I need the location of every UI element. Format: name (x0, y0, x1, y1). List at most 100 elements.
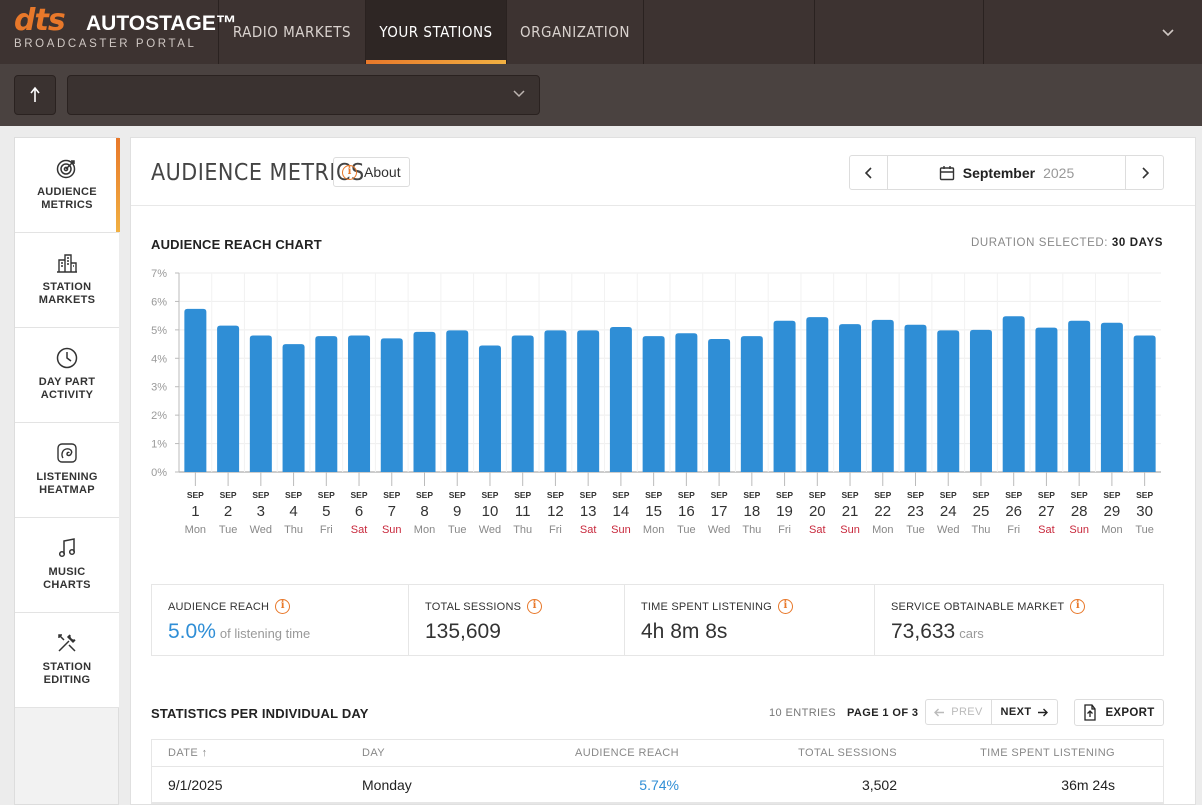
month-label: September (962, 164, 1036, 181)
stats-table: DATE ↑ DAY AUDIENCE REACH TOTAL SESSIONS… (151, 739, 1164, 804)
x-month-label: SEP (220, 490, 237, 500)
bar (446, 330, 469, 472)
bar (1002, 316, 1025, 472)
bar (348, 335, 371, 472)
x-day-label: 8 (420, 503, 428, 520)
brand-logo[interactable]: dts AUTOSTAGE™ BROADCASTER PORTAL (0, 0, 237, 64)
x-weekday-label: Sat (809, 524, 826, 536)
x-weekday-label: Sun (1069, 524, 1089, 536)
x-month-label: SEP (383, 490, 400, 500)
x-day-label: 25 (973, 503, 990, 520)
sidebar-item-day-part-activity[interactable]: DAY PART ACTIVITY (15, 328, 119, 423)
column-header-total-sessions[interactable]: TOTAL SESSIONS (798, 747, 897, 759)
station-bar (0, 64, 1202, 126)
x-day-label: 24 (940, 503, 957, 520)
bar (806, 317, 829, 472)
x-weekday-label: Wed (479, 524, 501, 536)
chart-title: AUDIENCE REACH CHART (151, 237, 322, 252)
pager: PREV NEXT (925, 699, 1058, 725)
x-month-label: SEP (416, 490, 433, 500)
tab-radio-markets[interactable]: RADIO MARKETS (219, 0, 366, 64)
sidebar-item-music-charts[interactable]: MUSIC CHARTS (15, 518, 119, 613)
heatmap-icon (57, 443, 77, 463)
x-weekday-label: Tue (219, 524, 238, 536)
x-month-label: SEP (612, 490, 629, 500)
sidebar-item-label: STATION MARKETS (38, 281, 96, 306)
y-tick-label: 6% (151, 296, 167, 308)
nav-spacer (815, 0, 984, 64)
x-day-label: 10 (482, 503, 499, 520)
sidebar-item-station-editing[interactable]: STATION EDITING (15, 613, 119, 708)
cell-total-sessions: 3,502 (861, 777, 897, 793)
bar (1133, 335, 1156, 472)
column-header-time-spent-listening[interactable]: TIME SPENT LISTENING (980, 747, 1115, 759)
sidebar-item-station-markets[interactable]: STATION MARKETS (15, 233, 119, 328)
prev-month-button[interactable] (850, 156, 888, 189)
x-month-label: SEP (645, 490, 662, 500)
logo-mark: dts (14, 3, 66, 38)
kpi-label: TOTAL SESSIONS (425, 600, 522, 613)
x-day-label: 12 (547, 503, 564, 520)
kpi-service-obtainable-market: SERVICE OBTAINABLE MARKET i 73,633 cars (875, 585, 1163, 655)
x-day-label: 2 (224, 503, 232, 520)
x-day-label: 21 (842, 503, 859, 520)
chevron-down-icon[interactable] (1162, 24, 1174, 40)
info-icon[interactable]: i (527, 599, 543, 614)
x-weekday-label: Sat (1038, 524, 1055, 536)
info-icon[interactable]: i (777, 599, 793, 614)
bar (249, 335, 272, 472)
x-weekday-label: Sat (351, 524, 368, 536)
x-month-label: SEP (285, 490, 302, 500)
x-weekday-label: Fri (320, 524, 333, 536)
x-day-label: 1 (191, 503, 199, 520)
bar (773, 320, 796, 472)
month-display[interactable]: September 2025 (888, 156, 1125, 189)
info-icon[interactable]: i (275, 599, 291, 614)
station-select[interactable] (67, 75, 540, 115)
prev-page-button[interactable]: PREV (926, 700, 992, 724)
about-button[interactable]: i About (333, 157, 410, 187)
column-label: DATE (168, 747, 199, 759)
y-tick-label: 7% (151, 268, 167, 280)
column-header-date[interactable]: DATE ↑ (168, 747, 208, 759)
x-weekday-label: Fri (1007, 524, 1020, 536)
x-day-label: 7 (388, 503, 396, 520)
table-row[interactable]: 9/1/2025 Monday 5.74% 3,502 36m 24s (152, 767, 1163, 803)
bar (708, 338, 731, 472)
x-day-label: 19 (776, 503, 793, 520)
brand-tagline: BROADCASTER PORTAL (14, 38, 197, 50)
x-month-label: SEP (1071, 490, 1088, 500)
x-weekday-label: Thu (742, 524, 761, 536)
bar (315, 336, 338, 472)
x-weekday-label: Wed (708, 524, 730, 536)
up-button[interactable] (14, 75, 56, 115)
column-header-day[interactable]: DAY (362, 747, 386, 759)
next-month-button[interactable] (1125, 156, 1163, 189)
x-day-label: 30 (1136, 503, 1153, 520)
kpi-label: SERVICE OBTAINABLE MARKET (891, 600, 1065, 613)
kpi-label: TIME SPENT LISTENING (641, 600, 772, 613)
tab-organization[interactable]: ORGANIZATION (507, 0, 644, 64)
x-day-label: 29 (1104, 503, 1121, 520)
x-day-label: 9 (453, 503, 461, 520)
x-day-label: 17 (711, 503, 728, 520)
column-header-audience-reach[interactable]: AUDIENCE REACH (574, 747, 679, 759)
kpi-label: AUDIENCE REACH (168, 600, 270, 613)
x-month-label: SEP (940, 490, 957, 500)
cell-audience-reach: 5.74% (639, 777, 679, 793)
export-button[interactable]: EXPORT (1074, 699, 1164, 726)
y-tick-label: 5% (151, 325, 167, 337)
y-tick-label: 1% (151, 439, 167, 451)
sidebar-item-audience-metrics[interactable]: AUDIENCE METRICS (15, 138, 120, 233)
next-page-button[interactable]: NEXT (992, 700, 1057, 724)
kpi-value: 5.0% (168, 620, 216, 643)
sidebar-item-listening-heatmap[interactable]: LISTENING HEATMAP (15, 423, 119, 518)
about-label: About (364, 164, 401, 180)
calendar-icon (939, 165, 954, 180)
sidebar-item-label: STATION EDITING (42, 661, 92, 686)
bar (544, 330, 567, 472)
bar (937, 330, 960, 472)
info-icon[interactable]: i (1070, 599, 1086, 614)
x-weekday-label: Fri (778, 524, 791, 536)
tab-your-stations[interactable]: YOUR STATIONS (366, 0, 507, 64)
